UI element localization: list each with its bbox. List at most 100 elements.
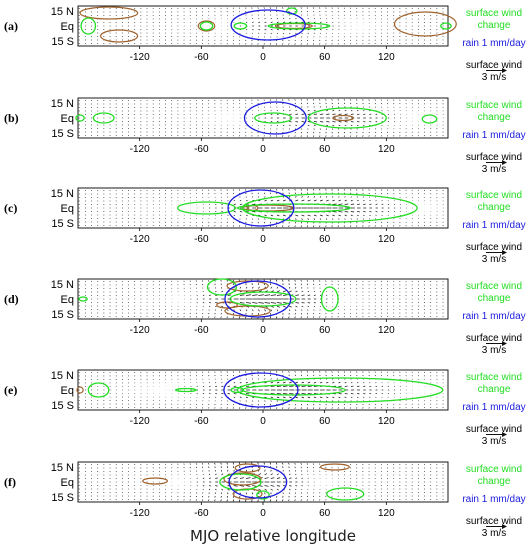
wind-vector [344,381,347,384]
wind-vector [325,492,327,494]
wind-vector [337,284,339,286]
wind-vector [195,466,198,469]
wind-vector [405,189,407,191]
wind-vector [226,11,228,13]
wind-vector [276,294,282,296]
wind-vector [226,462,228,465]
wind-vector [276,10,278,13]
wind-vector [356,225,358,227]
wind-vector [399,375,401,377]
x-tick-label: -60 [194,416,209,427]
wind-vector [344,218,346,220]
wind-vector [264,492,266,495]
wind-vector [227,309,229,311]
wind-vector [325,43,327,45]
wind-vector [380,102,383,105]
wind-vector [313,32,315,34]
wind-vector [380,99,383,101]
wind-vector [276,396,280,399]
wind-vector [202,473,204,476]
x-tick-label: 0 [260,52,266,63]
wind-vector [220,316,222,319]
panel-frame [77,97,449,139]
wind-vector [319,470,321,472]
wind-vector [214,499,216,502]
lat-label: 15 N [51,98,74,110]
wind-vector [300,466,302,469]
wind-vector [264,309,266,312]
wind-vector [294,316,296,319]
wind-vector [325,312,327,315]
wind-vector [201,371,204,373]
wind-vector [202,305,204,307]
wind-vector [208,382,210,384]
wind-vector [300,39,302,42]
wind-vector [258,32,260,34]
wind-vector [307,290,310,293]
wind-vector [387,403,389,405]
wind-vector [338,124,341,127]
wind-vector [189,316,191,318]
wind-vector [288,196,291,198]
wind-vector [380,192,383,195]
wind-vector [331,99,333,101]
wind-vector [344,199,347,202]
wind-change-contour [267,22,331,30]
wind-vector [307,214,311,217]
wind-vector [306,316,309,318]
wind-vector [393,103,395,105]
wind-vector [332,214,335,217]
wind-vector [331,225,333,227]
wind-vector [337,371,339,373]
wind-change-contour [199,21,214,31]
wind-vector [270,381,274,384]
legend-wind-ref-line1: surface wind [466,424,522,435]
wind-vector [368,102,370,105]
wind-vector [227,488,230,491]
wind-decrease-contour [332,114,355,122]
wind-vector [375,200,377,202]
wind-vector [276,477,281,479]
wind-vector [312,316,315,318]
wind-vector [258,302,264,304]
wind-vector [288,309,291,312]
wind-vector [232,192,235,195]
wind-vector [282,279,284,282]
wind-vector [202,283,204,286]
legend-wind-ref-line2: 3 m/s [482,164,506,175]
wind-vector [276,305,280,308]
wind-vector [233,396,236,399]
wind-vector [380,403,383,405]
wind-change-contour [177,201,236,215]
wind-vector [363,124,365,127]
wind-vector [270,214,274,217]
wind-vector [195,375,198,377]
wind-vector [386,99,389,101]
wind-vector [374,102,376,105]
wind-vector [380,407,382,409]
wind-vector [215,302,218,304]
wind-vector [252,381,255,384]
wind-vector [208,477,212,479]
wind-vector [399,135,401,137]
wind-vector [338,199,341,202]
lat-label: 15 S [51,309,74,321]
wind-vector [386,135,389,137]
wind-vector [338,218,340,220]
wind-decrease-contour [223,472,262,486]
wind-vector [399,371,401,373]
wind-vector [306,280,309,282]
wind-vector [257,499,259,502]
x-tick-label: -60 [194,144,209,155]
wind-vector [245,99,247,101]
wind-vector [319,492,321,494]
wind-vector [326,113,330,115]
wind-vector [331,316,333,318]
wind-vector [289,32,291,35]
wind-vector [399,225,401,227]
wind-vector [276,214,280,217]
wind-vector [226,221,228,224]
wind-decrease-contour [76,386,84,394]
